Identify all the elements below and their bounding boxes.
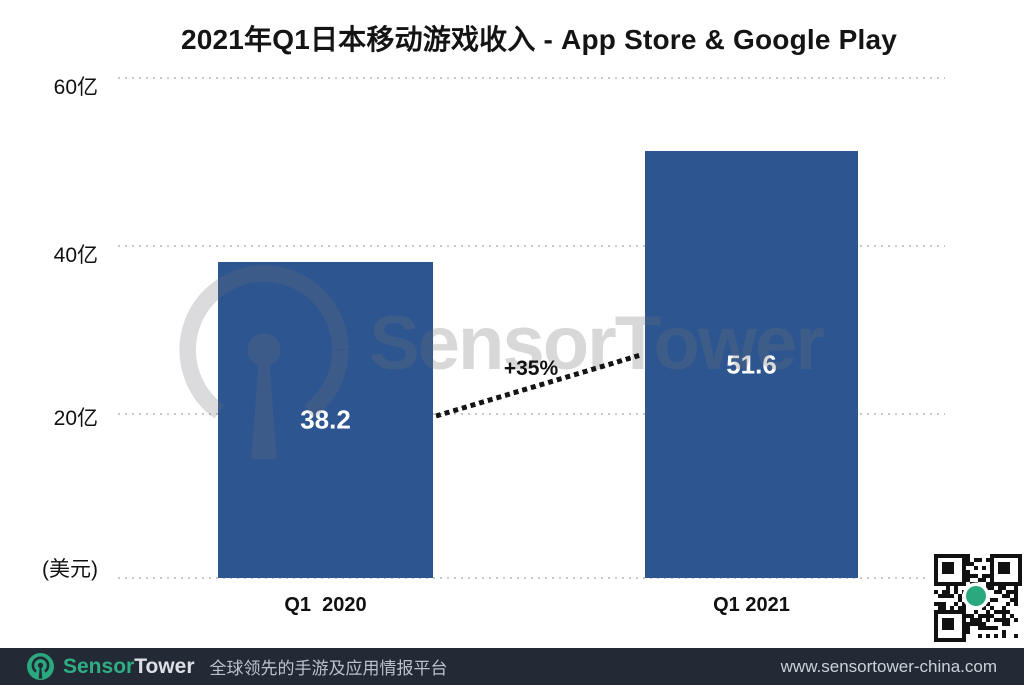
footer-brand-sensor: Sensor bbox=[63, 654, 135, 678]
chart-title: 2021年Q1日本移动游戏收入 - App Store & Google Pla… bbox=[180, 24, 898, 55]
footer-tagline: 全球领先的手游及应用情报平台 bbox=[209, 659, 448, 678]
footer-bar: SensorTower 全球领先的手游及应用情报平台 www.sensortow… bbox=[0, 648, 1024, 685]
gridline-20 bbox=[118, 413, 945, 415]
footer-brand: SensorTower bbox=[63, 655, 195, 679]
x-tick-q1-2021: Q1 2021 bbox=[713, 594, 790, 616]
y-tick-60: 60亿 bbox=[53, 76, 98, 99]
qr-code bbox=[930, 550, 1022, 642]
footer-brand-tower: Tower bbox=[134, 654, 195, 678]
gridline-40 bbox=[118, 245, 945, 247]
bar-q1-2021: 51.6 bbox=[645, 151, 858, 578]
bar-value-label-q1-2021: 51.6 bbox=[726, 349, 777, 379]
bar-value-label-q1-2020: 38.2 bbox=[300, 404, 351, 435]
gridline-60 bbox=[118, 77, 945, 79]
x-tick-q1-2020: Q1 2020 bbox=[284, 594, 367, 616]
growth-percentage-label: +35% bbox=[503, 357, 559, 380]
y-axis-unit-label: (美元) bbox=[42, 558, 98, 581]
sensortower-logo-icon bbox=[27, 653, 54, 680]
y-tick-40: 40亿 bbox=[53, 244, 98, 267]
bar-q1-2020: 38.2 bbox=[218, 262, 433, 578]
y-tick-20: 20亿 bbox=[53, 407, 98, 430]
gridline-baseline bbox=[118, 577, 1008, 579]
footer-website-link[interactable]: www.sensortower-china.com bbox=[780, 656, 997, 676]
